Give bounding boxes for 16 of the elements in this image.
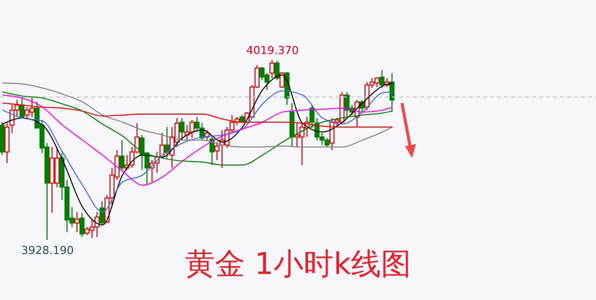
candlestick <box>214 142 220 161</box>
annotation: 4019.370 <box>246 44 299 57</box>
candlestick <box>380 70 384 88</box>
annotation: 3928.190 <box>21 244 74 257</box>
candlestick <box>270 60 274 79</box>
candlestick <box>180 117 184 141</box>
text: 黄金 1小时k线图 <box>185 247 411 282</box>
candlestick <box>280 71 284 88</box>
candlestick <box>100 200 104 226</box>
candlestick <box>120 140 124 171</box>
candlestick <box>74 211 80 233</box>
candlestick <box>164 126 170 159</box>
candlestick <box>310 104 314 129</box>
candlestick <box>274 60 280 81</box>
candlestick <box>20 98 24 118</box>
candlestick <box>80 212 84 238</box>
